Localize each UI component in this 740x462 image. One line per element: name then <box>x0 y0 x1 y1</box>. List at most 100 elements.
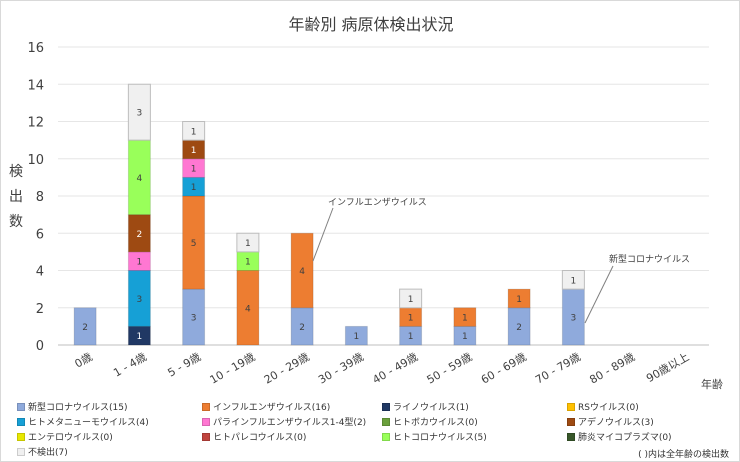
data-label: 3 <box>191 314 197 324</box>
legend-item: ライノウイルス(1) <box>382 400 469 413</box>
legend-label: アデノウイルス(3) <box>578 418 654 428</box>
y-axis-label: 数 <box>9 214 23 230</box>
legend-swatch <box>382 417 390 426</box>
legend-item: ヒトコロナウイルス(5) <box>382 430 487 443</box>
legend-item: ヒトボカウイルス(0) <box>382 415 478 428</box>
bar-segment <box>399 288 423 309</box>
x-tick-label: 40 - 49歳 <box>370 350 420 386</box>
x-tick-label: 20 - 29歳 <box>262 350 312 386</box>
legend-swatch <box>17 417 25 426</box>
data-label: 1 <box>354 332 360 342</box>
data-label: 1 <box>408 314 414 324</box>
data-label: 2 <box>82 323 88 333</box>
legend-swatch <box>202 432 210 441</box>
legend-swatch <box>202 402 210 411</box>
x-tick-label: 90歳以上 <box>644 350 691 385</box>
bar-segment <box>290 232 314 309</box>
data-label: 1 <box>191 165 197 175</box>
data-label: 1 <box>191 127 197 137</box>
legend-swatch <box>567 417 575 426</box>
legend-swatch <box>17 402 25 411</box>
y-tick-label: 0 <box>36 339 44 354</box>
legend-label: ヒトメタニューモウイルス(4) <box>28 418 149 428</box>
bar-segment <box>127 83 151 141</box>
legend-swatch <box>567 432 575 441</box>
legend-swatch <box>202 417 210 426</box>
data-label: 2 <box>299 323 305 333</box>
legend-item: インフルエンザウイルス(16) <box>202 400 330 413</box>
data-label: 1 <box>462 332 468 342</box>
legend-item: 新型コロナウイルス(15) <box>17 400 127 413</box>
x-tick-label: 5 - 9歳 <box>165 350 203 379</box>
data-label: 3 <box>137 109 143 119</box>
y-tick-label: 2 <box>36 302 44 317</box>
data-label: 2 <box>137 230 143 240</box>
data-label: 1 <box>137 332 143 342</box>
legend-swatch <box>17 447 25 456</box>
data-label: 1 <box>191 146 197 156</box>
x-tick-label: 10 - 19歳 <box>208 350 258 386</box>
data-label: 4 <box>245 304 251 314</box>
data-label: 4 <box>299 267 305 277</box>
x-tick-label: 80 - 89歳 <box>587 350 637 386</box>
legend-label: 不検出(7) <box>28 448 68 458</box>
bar-segment <box>453 307 477 327</box>
data-label: 1 <box>245 258 251 268</box>
legend-label: RSウイルス(0) <box>578 403 639 413</box>
x-tick-label: 50 - 59歳 <box>425 350 475 386</box>
x-tick-label: 30 - 39歳 <box>316 350 366 386</box>
legend-item: ヒトパレコウイルス(0) <box>202 430 306 443</box>
bar-segment <box>344 325 368 346</box>
legend-swatch <box>382 432 390 441</box>
data-label: 5 <box>191 239 197 249</box>
legend-label: ヒトボカウイルス(0) <box>393 418 478 428</box>
legend-item: 不検出(7) <box>17 445 68 458</box>
data-label: 1 <box>408 295 414 305</box>
data-label: 1 <box>137 258 143 268</box>
data-label: 1 <box>191 183 197 193</box>
chart-title: 年齢別 病原体検出状況 <box>288 15 453 34</box>
data-label: 1 <box>408 332 414 342</box>
legend-item: RSウイルス(0) <box>567 400 639 413</box>
data-label: 2 <box>516 323 522 333</box>
annotation-influenza: インフルエンザウイルス <box>328 197 427 208</box>
legend-label: ライノウイルス(1) <box>393 403 469 413</box>
annotation-leader-line <box>584 265 614 324</box>
legend-label: エンテロウイルス(0) <box>28 433 113 443</box>
legend-item: アデノウイルス(3) <box>567 415 654 428</box>
data-label: 1 <box>245 239 251 249</box>
legend-note: ( )内は全年齢の検出数 <box>638 450 729 460</box>
x-tick-label: 60 - 69歳 <box>479 350 529 386</box>
x-tick-label: 0歳 <box>73 350 95 370</box>
bar-segment <box>561 270 585 290</box>
data-label: 3 <box>571 314 577 324</box>
legend-label: 肺炎マイコプラズマ(0) <box>578 433 672 443</box>
y-tick-label: 6 <box>36 227 44 242</box>
y-axis-label: 出 <box>9 189 23 205</box>
y-tick-label: 12 <box>27 116 44 131</box>
y-tick-label: 4 <box>36 265 44 280</box>
legend-swatch <box>567 402 575 411</box>
y-tick-label: 8 <box>36 190 44 205</box>
legend-swatch <box>382 402 390 411</box>
legend-label: パラインフルエンザウイルス1-4型(2) <box>213 418 367 428</box>
bar-segment <box>73 307 97 346</box>
data-label: 4 <box>137 174 143 184</box>
bar-segment <box>507 288 531 309</box>
legend-swatch <box>17 432 25 441</box>
y-tick-label: 14 <box>27 78 44 93</box>
legend-item: ヒトメタニューモウイルス(4) <box>17 415 149 428</box>
y-tick-label: 10 <box>27 153 44 168</box>
legend-label: ヒトパレコウイルス(0) <box>213 433 307 443</box>
data-label: 1 <box>516 295 522 305</box>
x-tick-label: 1 - 4歳 <box>111 350 149 379</box>
annotation-covid: 新型コロナウイルス <box>609 253 690 265</box>
legend-item: パラインフルエンザウイルス1-4型(2) <box>202 415 366 428</box>
legend-label: インフルエンザウイルス(16) <box>213 403 331 413</box>
x-axis-label: 年齢 <box>701 377 723 391</box>
data-label: 1 <box>462 314 468 324</box>
legend-label: 新型コロナウイルス(15) <box>28 403 128 413</box>
data-label: 3 <box>137 295 143 305</box>
